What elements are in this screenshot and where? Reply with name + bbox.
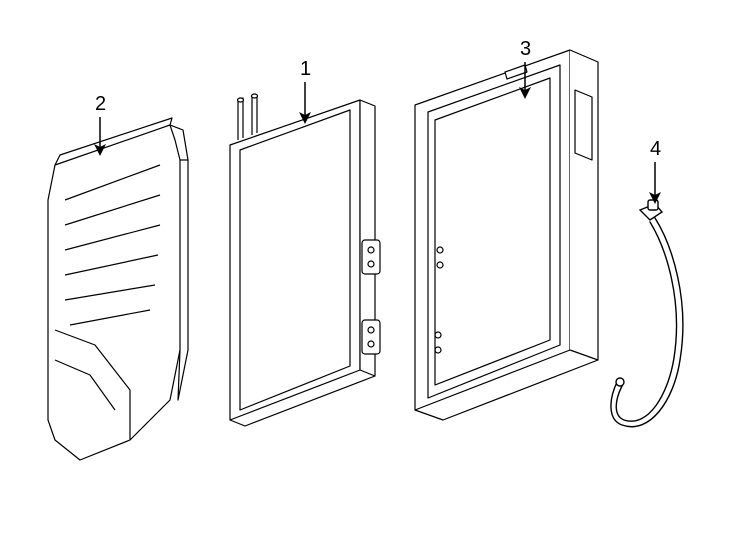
label-1: 1 [300, 58, 311, 80]
parts-diagram: 1 2 3 4 [0, 0, 734, 540]
label-3: 3 [520, 38, 531, 60]
label-2: 2 [95, 93, 106, 115]
part-fan-shroud [48, 118, 188, 460]
part-condenser [230, 94, 380, 426]
label-4: 4 [650, 138, 661, 160]
part-radiator [415, 50, 598, 420]
part-hose-line [611, 200, 683, 427]
